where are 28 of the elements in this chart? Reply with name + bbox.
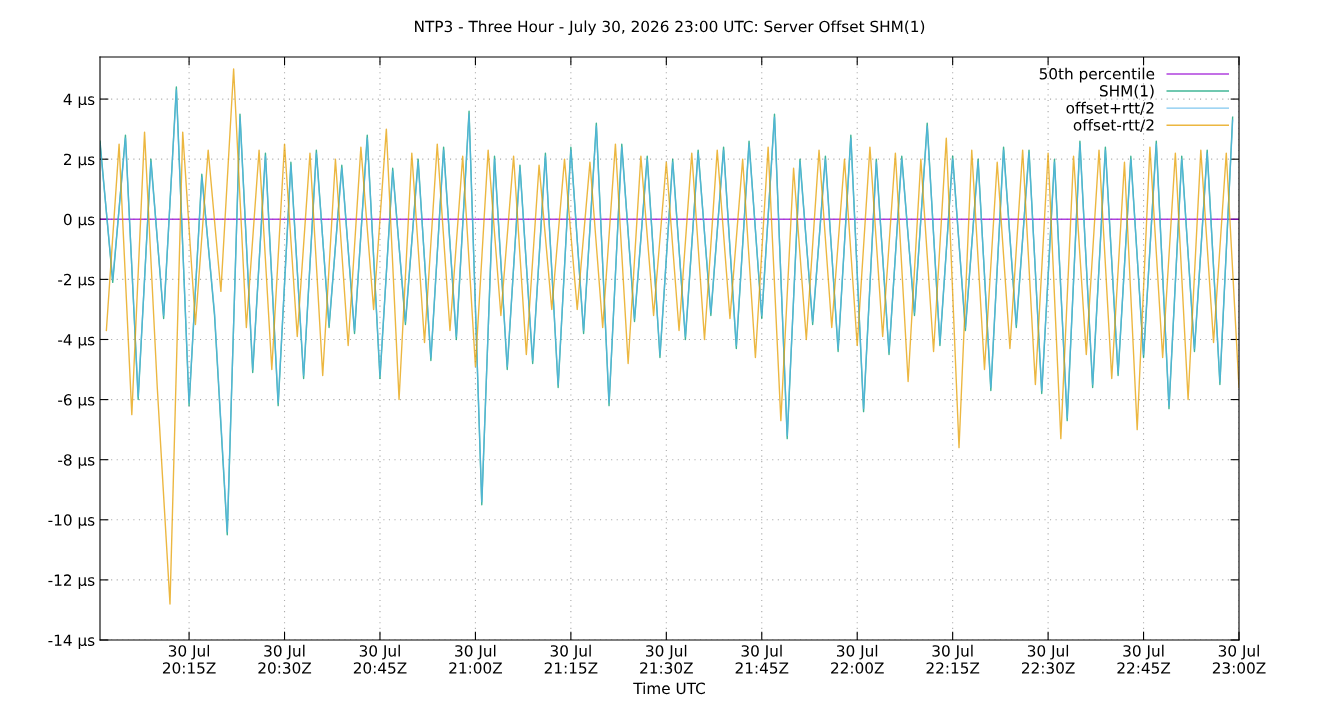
y-tick-label: 0 µs [63, 213, 95, 229]
legend-label: offset+rtt/2 [1066, 101, 1154, 115]
x-tick-label: 30 Jul 21:45Z [735, 644, 789, 674]
chart-title: NTP3 - Three Hour - July 30, 2026 23:00 UTC: Server Offset SHM(1) [415, 20, 925, 36]
x-tick-label: 30 Jul 22:15Z [926, 644, 980, 674]
x-tick-label: 30 Jul 22:00Z [831, 644, 884, 674]
x-tick-label: 30 Jul 21:15Z [544, 644, 598, 674]
x-tick-label: 30 Jul 22:45Z [1117, 644, 1171, 674]
y-tick-label: -4 µs [58, 334, 95, 349]
y-tick-label: -2 µs [58, 273, 95, 289]
x-tick-label: 30 Jul 20:45Z [353, 644, 407, 674]
x-tick-label: 30 Jul 21:30Z [640, 644, 693, 674]
legend-label: 50th percentile [1039, 67, 1155, 83]
x-tick-label: 30 Jul 20:15Z [162, 644, 216, 674]
y-tick-label: -8 µs [58, 454, 95, 469]
y-tick-label: -10 µs [48, 514, 95, 529]
legend-label: offset-rtt/2 [1073, 118, 1154, 132]
y-tick-label: -12 µs [48, 574, 95, 589]
y-tick-label: -14 µs [48, 634, 95, 649]
y-tick-label: 2 µs [64, 153, 95, 169]
x-tick-label: 30 Jul 21:00Z [449, 644, 502, 674]
x-tick-label: 30 Jul 23:00Z [1212, 644, 1266, 674]
y-tick-label: -6 µs [58, 394, 95, 409]
x-axis-title: Time UTC [633, 682, 705, 695]
legend-label: SHM(1) [1099, 84, 1154, 99]
x-tick-label: 30 Jul 22:30Z [1021, 644, 1075, 674]
y-tick-label: 4 µs [63, 93, 95, 109]
x-tick-label: 30 Jul 20:30Z [258, 644, 312, 674]
